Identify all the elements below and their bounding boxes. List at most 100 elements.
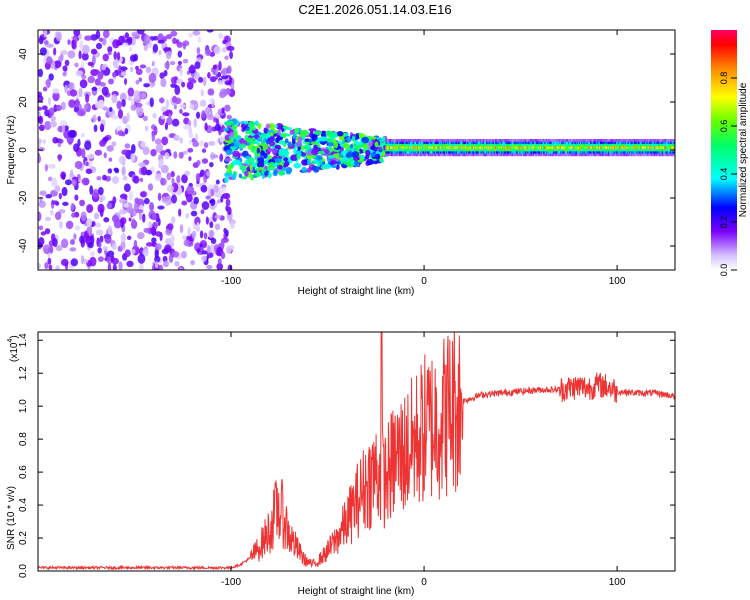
heatmap-cell bbox=[202, 76, 207, 87]
heatmap-cell bbox=[111, 93, 118, 104]
heatmap-cell bbox=[148, 72, 157, 83]
heatmap-cell bbox=[275, 137, 280, 144]
heatmap-cell bbox=[278, 164, 283, 170]
heatmap-cell bbox=[137, 232, 145, 240]
heatmap-cell bbox=[183, 239, 190, 247]
heatmap-cell bbox=[101, 64, 107, 71]
heatmap-cell bbox=[268, 155, 273, 161]
heatmap-cell bbox=[64, 84, 69, 94]
spectrogram-heatmap bbox=[38, 30, 675, 270]
heatmap-cell bbox=[46, 56, 53, 65]
heatmap-cell bbox=[123, 183, 131, 192]
heatmap-cell bbox=[306, 167, 312, 173]
heatmap-cell bbox=[71, 212, 76, 218]
heatmap-cell bbox=[55, 265, 60, 270]
snr-series-line bbox=[38, 332, 675, 571]
heatmap-cell bbox=[81, 44, 90, 55]
heatmap-cell bbox=[149, 202, 155, 212]
heatmap-cell bbox=[142, 146, 150, 156]
spectrogram-x-label: Height of straight line (km) bbox=[298, 286, 415, 297]
heatmap-cell bbox=[38, 138, 43, 144]
heatmap-cell bbox=[248, 120, 256, 128]
heatmap-cell bbox=[204, 122, 208, 131]
heatmap-cell bbox=[135, 209, 144, 214]
heatmap-cell bbox=[86, 226, 93, 235]
heatmap-cell bbox=[218, 60, 222, 71]
heatmap-cell bbox=[56, 31, 62, 42]
snr-panel: -100 0 100 0.0 0.2 0.4 0.6 0.8 1.0 1.2 1.4 Height… bbox=[6, 331, 676, 597]
heatmap-cell bbox=[206, 245, 211, 254]
heatmap-cell bbox=[99, 123, 105, 133]
heatmap-cell bbox=[204, 49, 212, 57]
heatmap-cell bbox=[154, 173, 162, 182]
heatmap-cell bbox=[121, 149, 130, 156]
heatmap-cell bbox=[314, 131, 322, 135]
heatmap-cell bbox=[44, 120, 52, 131]
heatmap-cell bbox=[209, 188, 215, 197]
heatmap-cell bbox=[297, 136, 303, 143]
heatmap-cell bbox=[124, 249, 131, 257]
heatmap-cell bbox=[168, 254, 174, 263]
heatmap-cell bbox=[111, 176, 120, 185]
heatmap-cell bbox=[200, 209, 205, 215]
y-tick-label: 20 bbox=[18, 96, 29, 108]
x-tick-label: 0 bbox=[421, 276, 427, 287]
heatmap-cell bbox=[201, 201, 210, 210]
heatmap-cell bbox=[272, 163, 278, 167]
heatmap-cell bbox=[97, 203, 105, 214]
heatmap-cell bbox=[206, 264, 213, 270]
heatmap-cell bbox=[306, 155, 312, 160]
heatmap-cell bbox=[65, 220, 74, 230]
heatmap-cell bbox=[172, 37, 178, 45]
heatmap-cell bbox=[74, 62, 79, 68]
heatmap-cell bbox=[205, 216, 209, 225]
heatmap-cell bbox=[151, 132, 155, 142]
heatmap-cell bbox=[208, 140, 216, 146]
heatmap-cell bbox=[137, 253, 146, 264]
heatmap-cell bbox=[179, 137, 183, 144]
heatmap-cell bbox=[179, 108, 183, 114]
heatmap-cell bbox=[265, 133, 272, 138]
y-tick-label: -40 bbox=[18, 238, 29, 253]
heatmap-cell bbox=[206, 30, 214, 33]
heatmap-cell bbox=[217, 71, 222, 78]
heatmap-cell bbox=[271, 148, 278, 155]
heatmap-cell bbox=[118, 261, 123, 270]
heatmap-cell bbox=[181, 200, 188, 206]
heatmap-cell bbox=[42, 139, 46, 144]
heatmap-cell bbox=[308, 128, 317, 132]
heatmap-cell bbox=[140, 141, 146, 149]
heatmap-cell bbox=[182, 235, 187, 240]
heatmap-cell bbox=[45, 78, 51, 89]
heatmap-cell bbox=[44, 163, 49, 172]
heatmap-cell bbox=[38, 95, 44, 103]
heatmap-cell bbox=[274, 157, 282, 163]
heatmap-cell bbox=[209, 221, 214, 229]
heatmap-cell bbox=[92, 188, 100, 199]
heatmap-cell bbox=[256, 147, 261, 154]
heatmap-cell bbox=[173, 104, 177, 110]
heatmap-cell bbox=[197, 36, 202, 44]
heatmap-cell bbox=[48, 264, 53, 270]
heatmap-cell bbox=[327, 157, 331, 163]
heatmap-cell bbox=[112, 263, 117, 270]
heatmap-cell bbox=[111, 214, 119, 223]
heatmap-cell bbox=[152, 35, 159, 41]
heatmap-cell bbox=[104, 234, 112, 244]
heatmap-cell bbox=[284, 138, 289, 144]
heatmap-cell bbox=[306, 150, 313, 156]
heatmap-cell bbox=[179, 224, 184, 234]
heatmap-cell bbox=[126, 112, 130, 122]
heatmap-cell bbox=[159, 72, 165, 79]
heatmap-cell bbox=[166, 184, 174, 193]
heatmap-cell bbox=[209, 76, 217, 83]
heatmap-cell bbox=[98, 85, 102, 92]
heatmap-cell bbox=[44, 228, 51, 235]
heatmap-cell bbox=[143, 227, 151, 233]
heatmap-cell bbox=[73, 233, 77, 240]
heatmap-cell bbox=[157, 218, 161, 226]
heatmap-cell bbox=[224, 80, 232, 86]
heatmap-cell bbox=[85, 161, 89, 167]
heatmap-cell bbox=[166, 117, 173, 126]
heatmap-cell bbox=[61, 124, 66, 133]
